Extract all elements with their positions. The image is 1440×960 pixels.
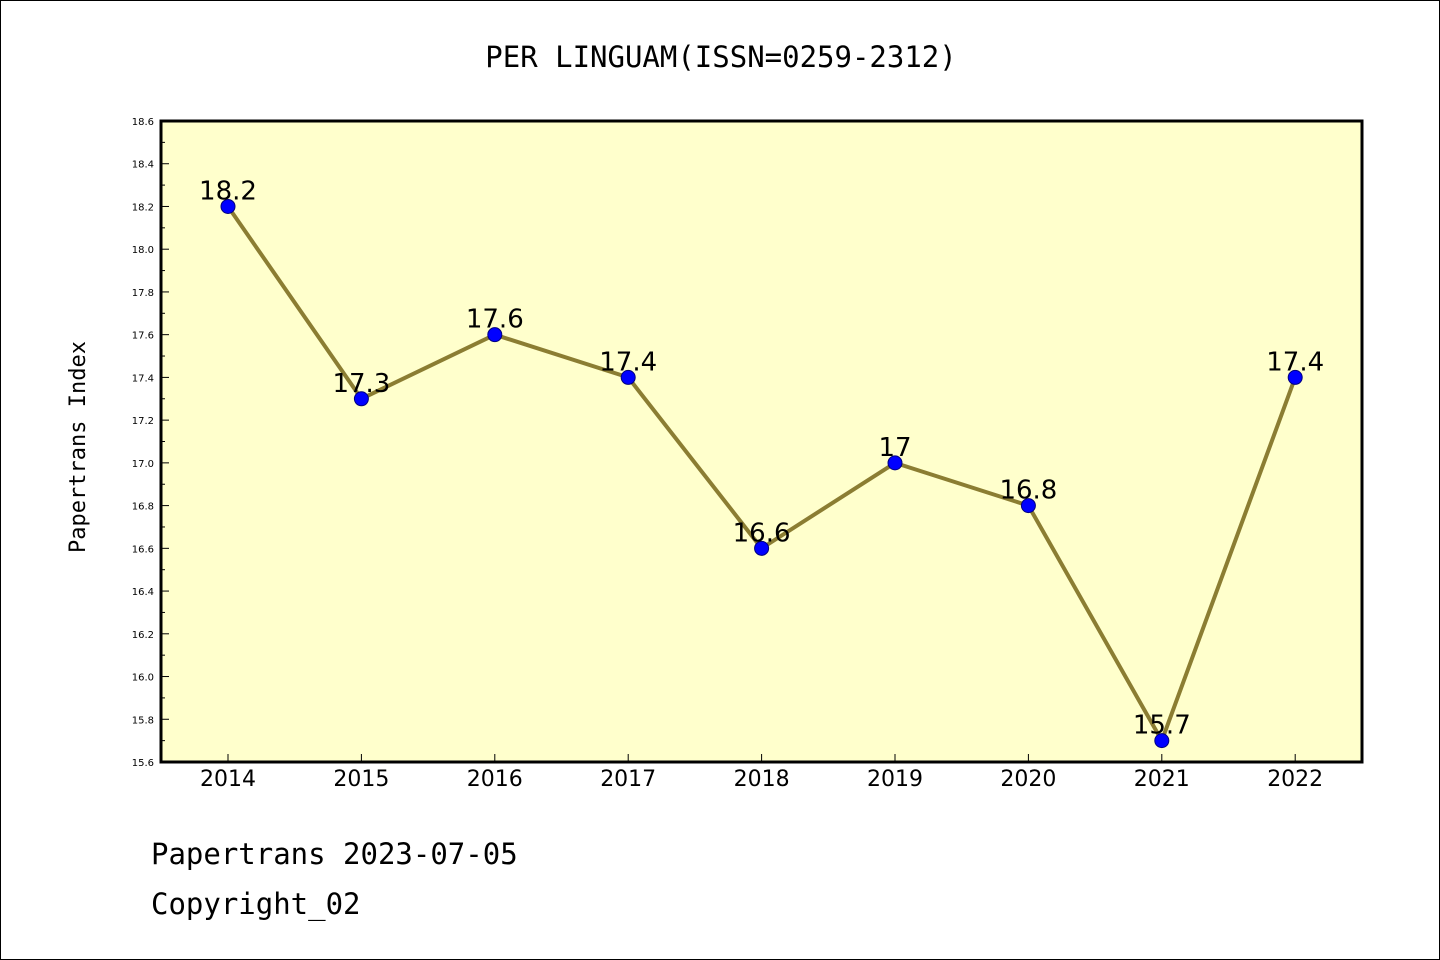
data-label-2022: 17.4: [1266, 347, 1324, 377]
y-axis: 15.6 15.8 16.0 16.2 16.4 16.6 16.8 17.0 17.2 17.4…: [132, 117, 169, 769]
y-tick-label: 16.8: [132, 502, 154, 513]
x-tick-label: 2019: [867, 767, 923, 792]
data-point-2015: [353, 391, 369, 407]
y-tick-label: 15.8: [132, 715, 154, 726]
y-tick-label: 16.4: [132, 587, 154, 598]
footer-date-text: Papertrans 2023-07-05: [151, 837, 518, 871]
y-tick-label: 18.2: [132, 202, 154, 213]
plot-area: [161, 121, 1362, 762]
y-tick-label: 18.6: [132, 117, 154, 128]
series-papertrans-index: 18.2 17.3 17.6 17.4 16.6 17 16.8 15.7 17.4: [199, 176, 1324, 749]
x-tick-label: 2014: [200, 767, 256, 792]
x-tick-label: 2022: [1267, 767, 1323, 792]
data-label-2018: 16.6: [733, 518, 791, 548]
y-tick-label: 17.4: [132, 373, 154, 384]
x-tick-label: 2018: [734, 767, 790, 792]
y-tick-label: 16.2: [132, 630, 154, 641]
data-label-2015: 17.3: [332, 369, 390, 399]
data-point-2017: [620, 369, 636, 385]
y-tick-label: 17.2: [132, 416, 154, 427]
x-tick-label: 2017: [600, 767, 656, 792]
data-label-2019: 17: [878, 433, 911, 463]
x-tick-label: 2016: [467, 767, 523, 792]
y-tick-label: 17.6: [132, 331, 154, 342]
data-point-2022: [1287, 369, 1303, 385]
x-tick-label: 2020: [1000, 767, 1056, 792]
data-point-2014: [220, 198, 236, 214]
data-point-2020: [1020, 498, 1036, 514]
data-label-2017: 17.4: [599, 347, 657, 377]
x-tick-label: 2015: [333, 767, 389, 792]
y-tick-label: 16.6: [132, 544, 154, 555]
data-point-2016: [487, 327, 503, 343]
chart-title: PER LINGUAM(ISSN=0259-2312): [485, 40, 956, 74]
data-label-2014: 18.2: [199, 176, 257, 206]
data-label-2016: 17.6: [466, 305, 524, 335]
y-tick-label: 16.0: [132, 673, 154, 684]
data-point-2021: [1154, 733, 1170, 749]
y-axis-label: Papertrans Index: [66, 341, 91, 553]
y-tick-label: 18.0: [132, 245, 154, 256]
y-tick-label: 15.6: [132, 758, 154, 769]
y-tick-label: 18.4: [132, 160, 154, 171]
y-tick-label: 17.8: [132, 288, 154, 299]
y-tick-label: 17.0: [132, 459, 154, 470]
data-point-2018: [754, 540, 770, 556]
plot-frame: [159, 119, 1364, 764]
x-axis: 2014 2015 2016 2017 2018 2019 2020 2021 2022: [200, 754, 1323, 792]
data-label-2020: 16.8: [999, 476, 1057, 506]
data-label-2021: 15.7: [1133, 711, 1191, 741]
footer-copyright-text: Copyright_02: [151, 887, 361, 921]
data-point-2019: [887, 455, 903, 471]
x-tick-label: 2021: [1134, 767, 1190, 792]
